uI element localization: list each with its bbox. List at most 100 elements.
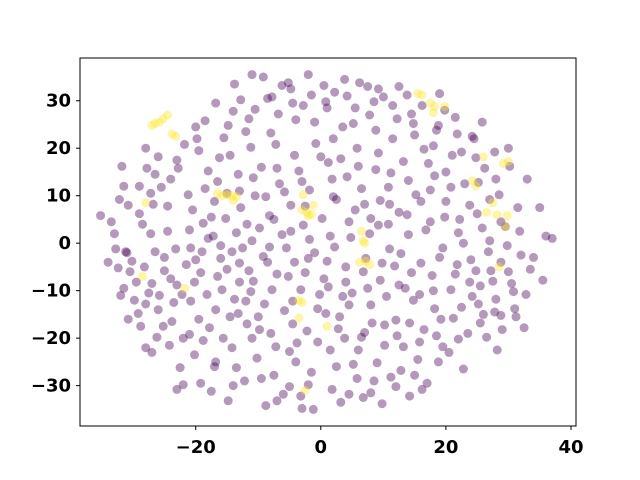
data-point: [469, 134, 479, 144]
data-point: [357, 332, 366, 342]
data-point: [213, 271, 223, 281]
data-point: [383, 182, 393, 192]
data-point: [353, 161, 363, 171]
data-point: [496, 310, 506, 320]
data-point: [290, 150, 299, 160]
x-tick-label: 40: [558, 437, 583, 458]
data-point: [117, 161, 127, 171]
data-point: [96, 211, 106, 221]
y-tick-label: 0: [58, 233, 71, 254]
x-tick-label: 0: [315, 437, 328, 458]
data-point: [417, 384, 427, 394]
data-point: [310, 248, 320, 258]
data-point: [342, 91, 352, 101]
data-point: [217, 191, 227, 201]
y-tick-label: 30: [46, 91, 71, 112]
data-point: [141, 143, 151, 153]
data-point: [154, 290, 164, 300]
data-point: [154, 117, 164, 127]
y-tick-label: −30: [31, 376, 71, 397]
data-point: [159, 266, 169, 276]
data-point: [303, 70, 313, 80]
data-point: [190, 277, 199, 287]
data-point: [127, 256, 137, 266]
data-point: [344, 217, 354, 227]
data-point: [222, 264, 232, 274]
y-tick-label: −10: [31, 281, 71, 302]
data-point: [191, 255, 201, 265]
data-point: [396, 365, 406, 375]
data-point: [113, 263, 123, 273]
data-point: [294, 166, 304, 176]
data-point: [244, 266, 254, 276]
data-point: [447, 150, 457, 160]
x-axis-ticks: −20 0 20 40: [176, 426, 584, 458]
data-point: [198, 336, 208, 345]
data-point: [158, 114, 168, 124]
data-point: [403, 230, 413, 240]
data-point: [453, 228, 463, 238]
data-point: [503, 157, 513, 166]
data-point: [342, 172, 352, 182]
data-point: [331, 195, 341, 204]
data-point: [417, 101, 427, 110]
data-point: [216, 241, 226, 251]
data-point: [114, 195, 124, 204]
data-point: [475, 281, 485, 291]
data-point: [269, 370, 279, 380]
data-point: [403, 176, 413, 185]
data-point: [109, 229, 119, 239]
data-point: [322, 103, 332, 113]
data-point: [242, 219, 252, 229]
data-point: [377, 399, 387, 409]
data-point: [350, 103, 360, 113]
data-point: [294, 313, 304, 323]
data-point: [150, 119, 160, 128]
data-point: [438, 243, 448, 253]
data-point: [366, 214, 376, 223]
data-point: [296, 391, 306, 401]
data-point: [346, 233, 356, 242]
data-point: [134, 209, 144, 219]
data-point: [228, 381, 238, 391]
data-point: [388, 134, 398, 144]
data-point: [230, 79, 239, 89]
data-point: [181, 260, 191, 270]
data-point: [203, 166, 213, 176]
data-point: [215, 153, 224, 163]
data-point: [313, 337, 323, 347]
data-point: [475, 318, 485, 328]
data-point: [269, 214, 279, 224]
data-point: [172, 384, 182, 394]
data-point: [290, 257, 299, 267]
data-point: [194, 146, 204, 156]
data-point: [394, 207, 404, 217]
data-point: [225, 312, 235, 322]
data-point: [261, 192, 271, 202]
data-point: [355, 257, 365, 267]
data-point: [398, 157, 408, 166]
data-point: [352, 374, 362, 383]
data-point: [478, 152, 488, 162]
data-point: [398, 342, 408, 352]
data-point: [197, 247, 207, 257]
data-point: [366, 388, 376, 398]
data-point: [250, 191, 260, 201]
data-point: [306, 367, 316, 377]
data-point: [305, 185, 314, 195]
data-point: [336, 397, 346, 407]
data-point: [133, 309, 143, 318]
data-point: [373, 148, 383, 158]
data-point: [158, 321, 168, 331]
data-point: [106, 217, 116, 227]
data-point: [177, 290, 187, 299]
data-point: [308, 404, 318, 414]
data-point: [338, 122, 348, 132]
data-point: [139, 262, 149, 272]
data-point: [275, 179, 284, 189]
data-point: [213, 188, 223, 198]
data-point: [263, 257, 273, 267]
data-point: [223, 396, 233, 406]
data-point: [266, 128, 276, 138]
data-point: [400, 283, 410, 293]
